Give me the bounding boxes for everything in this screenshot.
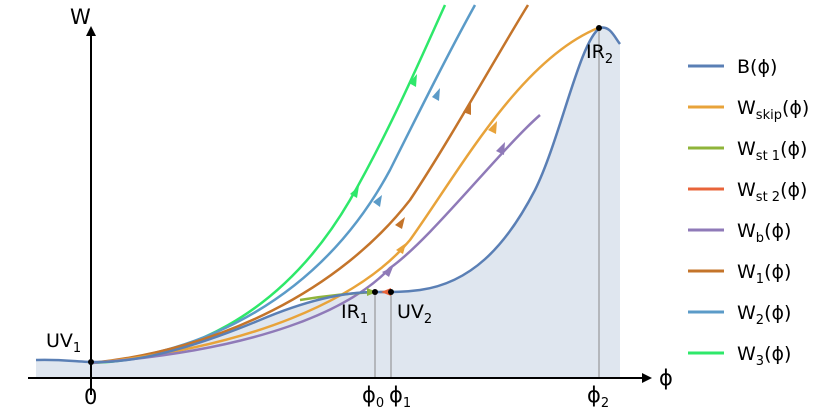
arrow-wst2: [381, 288, 391, 296]
legend: B(ϕ) Wskip(ϕ) Wst 1(ϕ) Wst 2(ϕ) Wb(ϕ) W1…: [688, 56, 809, 369]
legend-label-w3: W3(ϕ): [737, 343, 791, 369]
arrow-wskip-2: [488, 121, 497, 134]
arrow-wskip-1: [396, 243, 406, 254]
point-ir2: [596, 25, 602, 31]
curve-b: [35, 26, 621, 364]
curve-w1: [90, 4, 530, 365]
label-ir1: IR1: [341, 301, 368, 327]
tick-label-phi2: ϕ2: [587, 383, 609, 410]
tick-label-phi0: ϕ0: [362, 383, 384, 410]
point-uv1: [88, 359, 94, 365]
label-uv1: UV1: [46, 330, 81, 356]
y-axis-label: W: [70, 5, 91, 29]
legend-label-w1: W1(ϕ): [737, 261, 791, 287]
region-under-b: [36, 27, 620, 379]
point-ir1: [372, 289, 378, 295]
arrow-wb-1: [382, 267, 393, 277]
tick-label-phi1: ϕ1: [389, 383, 411, 410]
arrow-w1-2: [463, 102, 471, 115]
curve-wb: [90, 114, 541, 365]
legend-label-wst2: Wst 2(ϕ): [737, 179, 807, 205]
point-uv2: [388, 289, 394, 295]
arrow-w2-2: [432, 88, 440, 101]
x-axis-label: ϕ: [659, 366, 673, 390]
legend-label-b: B(ϕ): [737, 56, 777, 78]
arrow-w3-2: [409, 74, 417, 87]
label-ir2: IR2: [586, 41, 613, 67]
arrow-w3-1: [350, 186, 359, 198]
arrow-wb-2: [496, 142, 505, 155]
legend-label-wskip: Wskip(ϕ): [737, 97, 809, 123]
arrow-w2-1: [373, 195, 382, 207]
legend-label-wst1: Wst 1(ϕ): [737, 138, 807, 164]
arrow-w1-1: [395, 217, 405, 229]
legend-label-wb: Wb(ϕ): [737, 220, 791, 246]
legend-label-w2: W2(ϕ): [737, 302, 791, 328]
tick-label-0: 0: [84, 385, 97, 409]
label-uv2: UV2: [397, 301, 432, 327]
curve-wskip: [90, 26, 599, 365]
